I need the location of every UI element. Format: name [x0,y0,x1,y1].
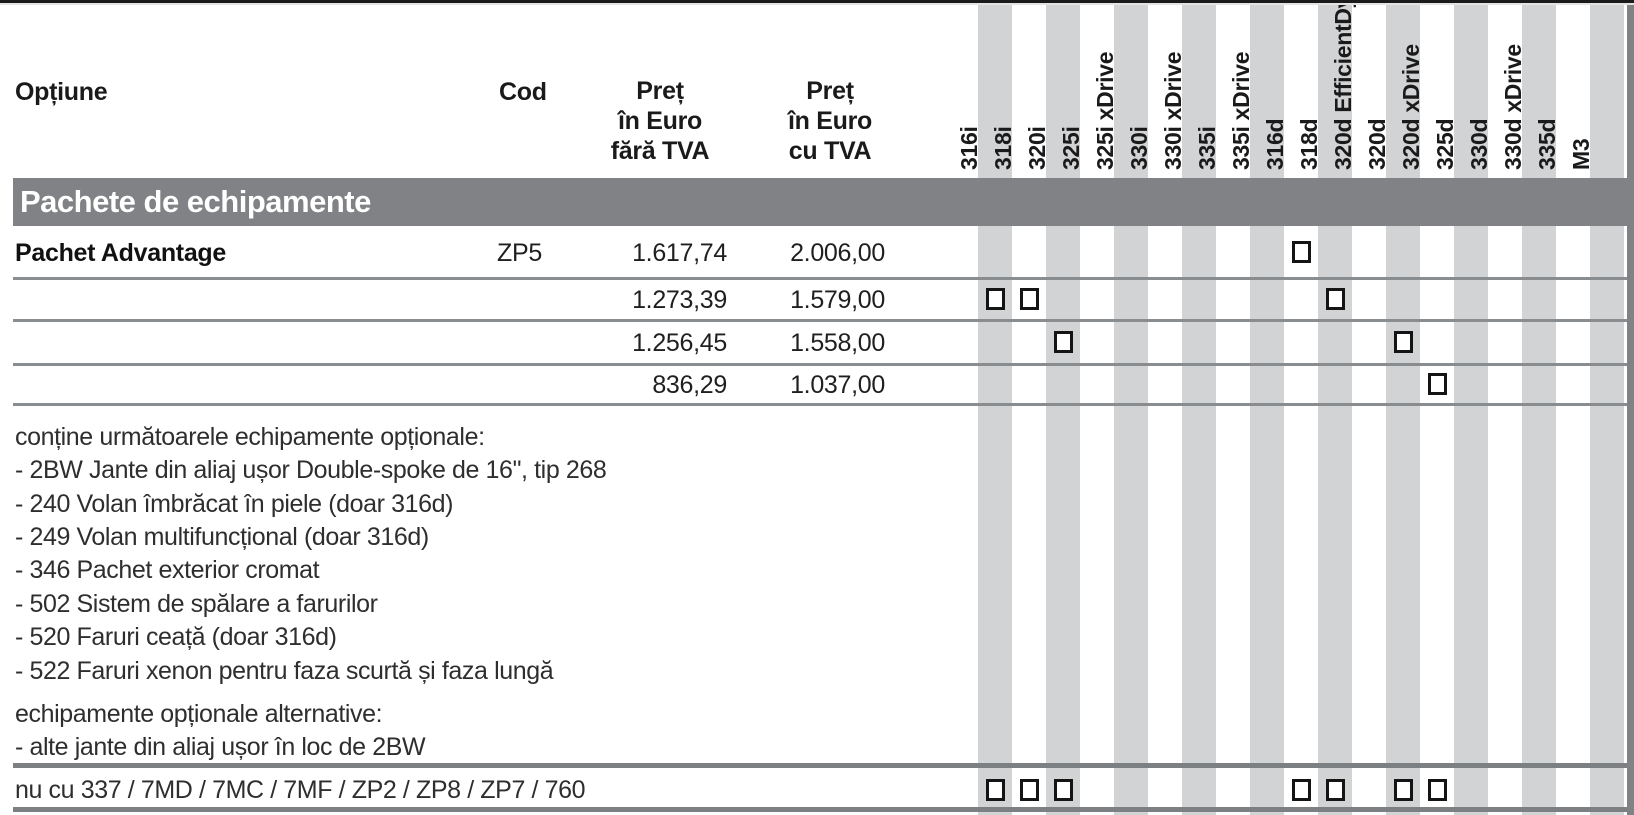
column-stripe [1454,0,1488,815]
table-top-border-shadow [0,3,1634,5]
model-availability-checkbox [1054,779,1073,801]
model-column-label: 335i xDrive [1228,51,1254,170]
contains-item: - 522 Faruri xenon pentru faza scurtă și… [15,657,554,685]
price-net-value: 1.273,39 [632,286,727,314]
model-availability-checkbox [1020,288,1039,310]
model-column-label: 335i [1194,126,1220,170]
column-header-optiune: Opțiune [15,78,108,106]
model-availability-checkbox [1292,779,1311,801]
model-column-label: 320i [1024,126,1050,170]
model-column-label: 325i xDrive [1092,51,1118,170]
model-column-label: 320d xDrive [1398,44,1424,170]
model-availability-checkbox [1428,779,1447,801]
price-net-value: 836,29 [652,371,727,399]
model-column-label: 330i [1126,126,1152,170]
row-divider [13,277,1634,280]
model-column-label: 325i [1058,126,1084,170]
contains-item: - 2BW Jante din aliaj ușor Double-spoke … [15,456,607,484]
model-column-label: 330d xDrive [1500,44,1526,170]
column-stripe [1250,0,1284,815]
model-availability-checkbox [986,288,1005,310]
price-gross-value: 2.006,00 [790,239,885,267]
model-column-label: 330d [1466,118,1492,170]
price-net-line1: Preț [636,77,684,105]
column-stripe [1522,0,1556,815]
section-header-band: Pachete de echipamente [13,178,1634,226]
price-net-line2: în Euro [617,107,702,135]
restriction-text: nu cu 337 / 7MD / 7MC / 7MF / ZP2 / ZP8 … [15,776,586,804]
row-divider [13,319,1634,322]
row-divider [13,403,1634,406]
model-column-label: 320d [1364,118,1390,170]
option-name: Pachet Advantage [15,239,227,267]
restriction-row-top-border [13,763,1634,768]
model-availability-checkbox [986,779,1005,801]
row-divider [13,363,1634,366]
column-stripe [1046,0,1080,815]
model-column-label: M3 [1568,138,1594,170]
contains-intro: conține următoarele echipamente opțional… [15,423,485,451]
price-gross-line2: în Euro [787,107,872,135]
alternatives-item: - alte jante din aliaj ușor în loc de 2B… [15,733,426,761]
model-column-label: 318d [1296,118,1322,170]
price-gross-value: 1.037,00 [790,371,885,399]
price-gross-value: 1.579,00 [790,286,885,314]
alternatives-intro: echipamente opționale alternative: [15,700,383,728]
model-availability-checkbox [1394,331,1413,353]
column-header-cod: Cod [499,78,547,106]
column-header-price-net: Preț în Euro fără TVA [578,76,742,166]
model-column-label: 335d [1534,118,1560,170]
contains-item: - 249 Volan multifuncțional (doar 316d) [15,523,429,551]
model-availability-checkbox [1326,779,1345,801]
model-availability-checkbox [1326,288,1345,310]
column-stripe [1386,0,1420,815]
column-stripe [1590,0,1624,815]
column-header-price-gross: Preț în Euro cu TVA [748,76,912,166]
column-stripe [1182,0,1216,815]
model-column-label: 316i [956,126,982,170]
column-stripe [1114,0,1148,815]
model-availability-checkbox [1394,779,1413,801]
price-net-value: 1.617,74 [632,239,727,267]
model-column-label: 318i [990,126,1016,170]
restriction-row-bottom-border [13,807,1634,812]
table-right-border [1627,0,1634,815]
table-top-border [0,0,1634,3]
contains-item: - 346 Pachet exterior cromat [15,556,320,584]
model-availability-checkbox [1020,779,1039,801]
contains-item: - 502 Sistem de spălare a farurilor [15,590,378,618]
contains-item: - 240 Volan îmbrăcat în piele (doar 316d… [15,490,454,518]
section-title: Pachete de echipamente [20,184,371,219]
price-gross-line3: cu TVA [788,137,872,165]
option-code: ZP5 [497,239,542,267]
model-column-label: 320d EfficientDynamics [1330,0,1356,170]
model-column-label: 325d [1432,118,1458,170]
model-availability-checkbox [1292,241,1311,263]
column-stripe [978,0,1012,815]
model-column-label: 330i xDrive [1160,51,1186,170]
price-gross-value: 1.558,00 [790,329,885,357]
price-net-value: 1.256,45 [632,329,727,357]
price-gross-line1: Preț [806,77,854,105]
contains-item: - 520 Faruri ceață (doar 316d) [15,623,337,651]
model-availability-checkbox [1054,331,1073,353]
price-net-line3: fără TVA [610,137,710,165]
column-stripe [1318,0,1352,815]
model-availability-checkbox [1428,373,1447,395]
model-column-label: 316d [1262,118,1288,170]
